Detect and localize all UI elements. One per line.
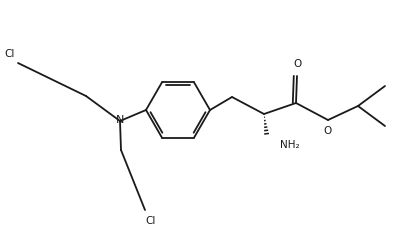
Text: Cl: Cl [146, 216, 156, 226]
Text: O: O [324, 126, 332, 136]
Text: NH₂: NH₂ [280, 140, 300, 150]
Text: O: O [293, 59, 301, 69]
Text: N: N [116, 115, 124, 125]
Text: Cl: Cl [5, 49, 15, 59]
